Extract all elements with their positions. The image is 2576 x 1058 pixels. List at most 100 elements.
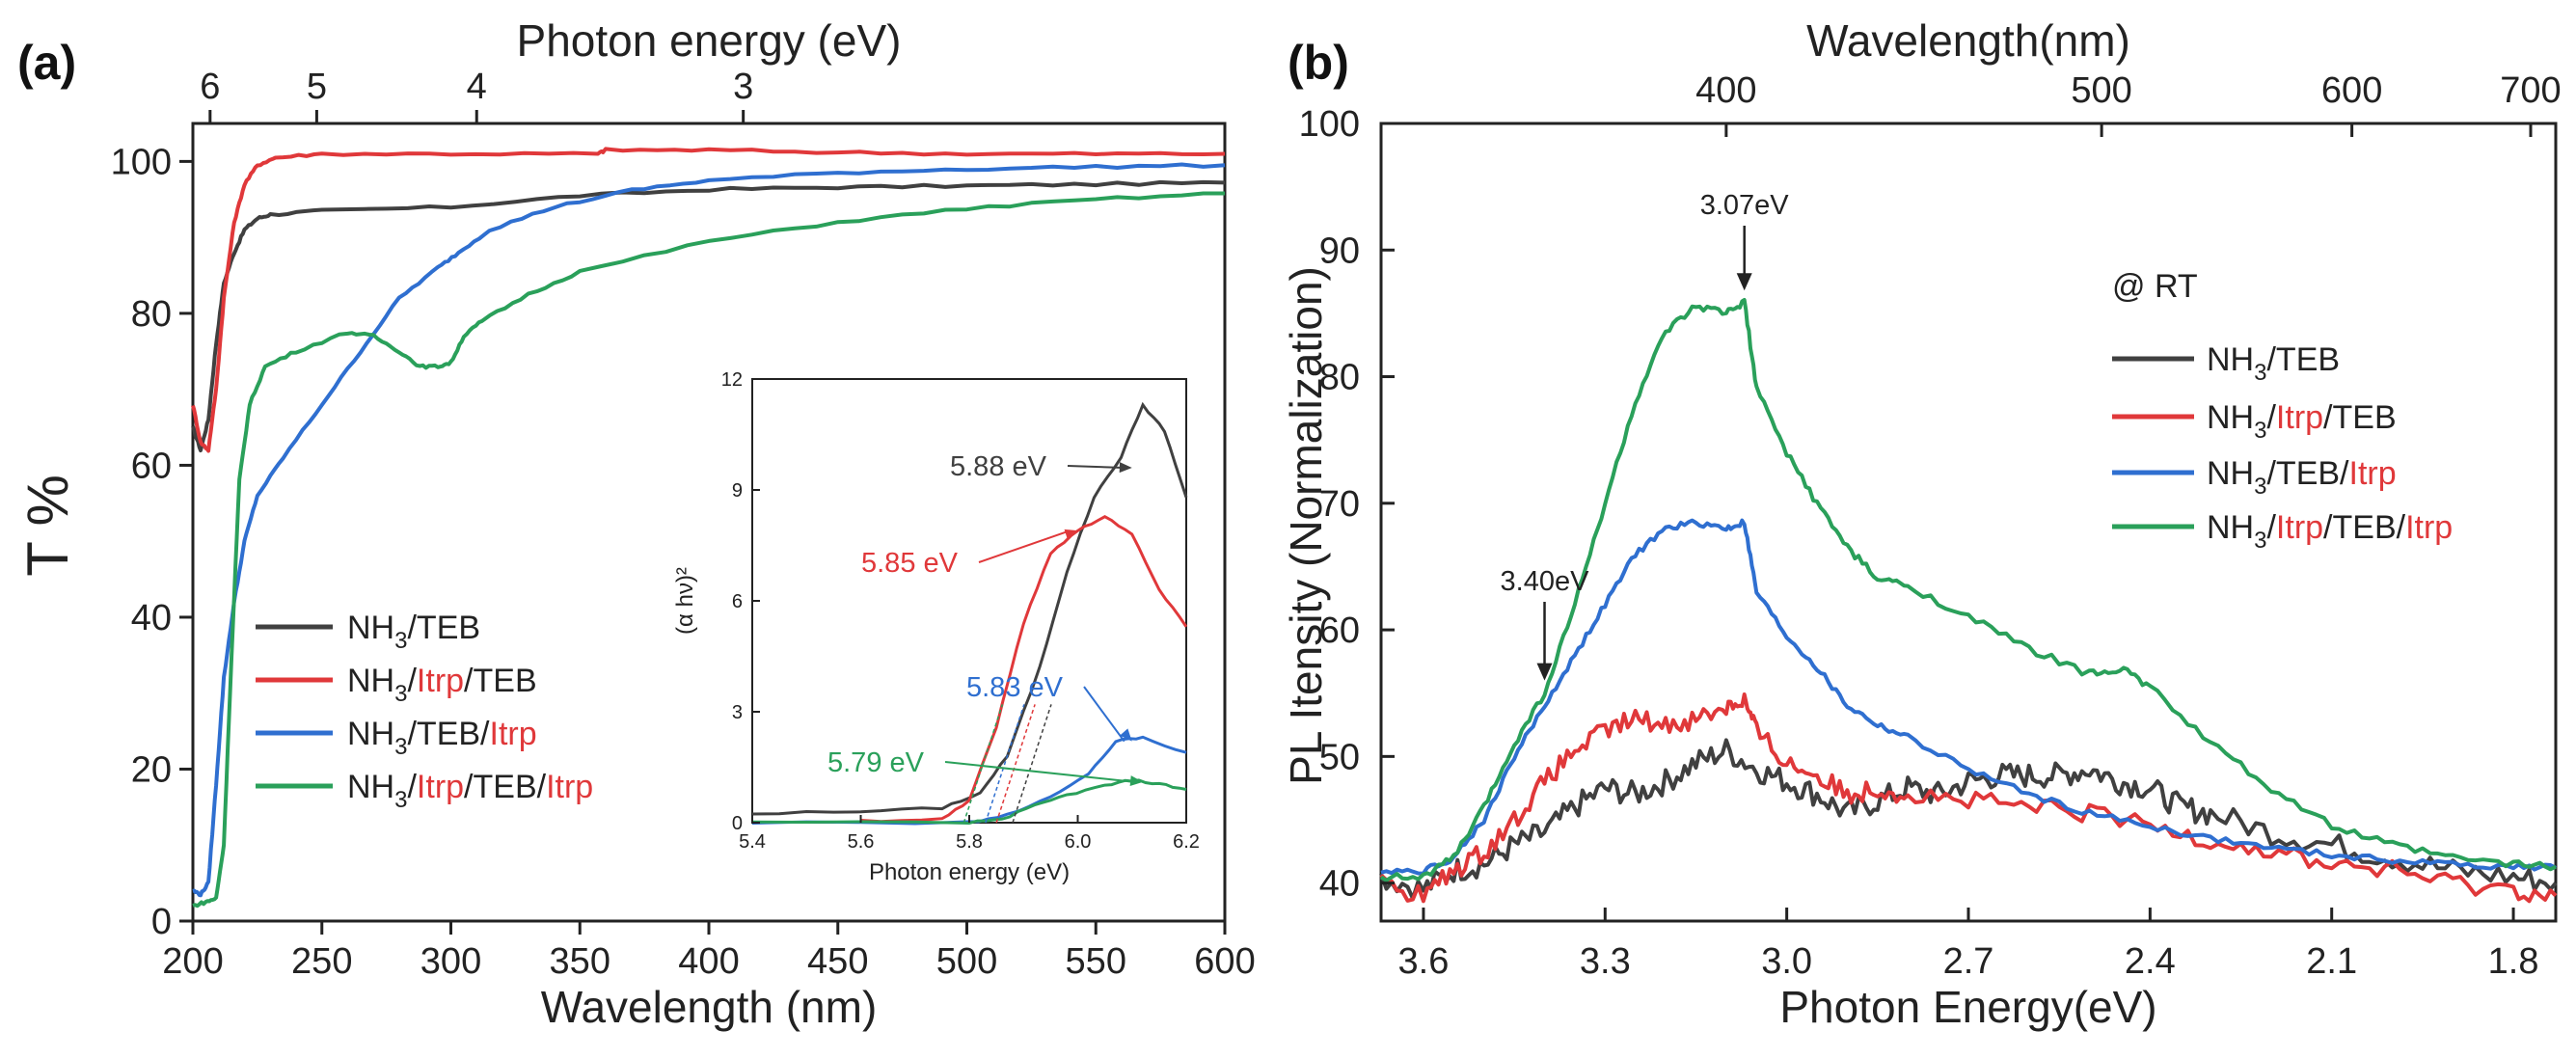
panel-a-series-line-4: [192, 191, 1225, 909]
panel-b-x-tick-label: 2.1: [2306, 941, 2357, 982]
panel-b-peak-label-1: 3.07eV: [1700, 190, 1790, 221]
panel-a-x-tick-label: 600: [1194, 941, 1255, 982]
inset-series-group: [751, 401, 1188, 826]
panel-b-peak-label-2: 3.40eV: [1501, 566, 1590, 597]
inset-x-tick-label: 5.4: [739, 831, 766, 853]
panel-b-x-tick-label: 3.0: [1761, 941, 1812, 982]
panel-a-x-tick-label: 350: [550, 941, 610, 982]
inset-gap-label-4: 5.79 eV: [827, 747, 925, 778]
panel-a-legend: NH3/TEB NH3/Itrp/TEB NH3/TEB/Itrp NH3/It…: [256, 610, 593, 813]
panel-b-y-tick-label: 100: [1299, 104, 1360, 145]
legend-a-label-1: NH3/TEB: [347, 610, 480, 654]
panel-b-label: (b): [1288, 36, 1349, 90]
legend-b-entry-1: NH3/TEB: [2112, 341, 2340, 386]
legend-a-entry-2: NH3/Itrp/TEB: [256, 663, 537, 707]
legend-a-entry-4: NH3/Itrp/TEB/Itrp: [256, 769, 593, 813]
panel-b-y-title: PL Itensity (Normalization): [1281, 266, 1331, 785]
inset-y-ticks: 0 3 6 9 12: [721, 369, 760, 834]
panel-b-series-line-2: [1379, 692, 2558, 904]
panel-b-peak-arrowhead-2: [1536, 663, 1553, 681]
panel-b-y-ticks: 40 50 60 70 80 90 100: [1299, 104, 1395, 905]
panel-b-top-tick-label: 500: [2071, 70, 2131, 111]
inset-gap-arrowhead-2: [1064, 529, 1078, 540]
panel-a-x-tick-label: 300: [420, 941, 481, 982]
panel-a-top-tick-label: 3: [733, 67, 753, 107]
panel-b-top-tick-label: 400: [1695, 70, 1756, 111]
inset-y-title: (α hν)²: [672, 567, 698, 635]
inset-gap-arrowhead-4: [1129, 775, 1143, 786]
inset-y-tick-label: 9: [732, 480, 743, 502]
panel-b-y-tick-label: 40: [1319, 864, 1360, 905]
inset-gap-label-2: 5.85 eV: [861, 548, 959, 579]
inset-gap-label-3: 5.83 eV: [966, 672, 1064, 703]
panel-b-x-tick-label: 2.7: [1943, 941, 1994, 982]
panel-a-y-tick-label: 40: [131, 598, 172, 638]
panel-a-top-tick-label: 6: [200, 67, 220, 107]
legend-a-entry-1: NH3/TEB: [256, 610, 480, 654]
panel-a-x-tick-label: 250: [291, 941, 352, 982]
inset-series-line-4: [751, 778, 1187, 826]
panel-a-x-title: Wavelength (nm): [541, 982, 878, 1032]
panel-b-y-tick-label: 70: [1319, 484, 1360, 525]
legend-b-label-3: NH3/TEB/Itrp: [2207, 455, 2397, 500]
inset-x-tick-label: 6.2: [1173, 831, 1200, 853]
inset-gap-arrow-2: [978, 529, 1071, 563]
panel-a-y-tick-label: 20: [131, 749, 172, 790]
legend-a-label-3: NH3/TEB/Itrp: [347, 716, 537, 760]
panel-b-y-tick-label: 90: [1319, 231, 1360, 271]
inset-gap-arrowhead-1: [1119, 462, 1132, 474]
panel-b-x-tick-label: 3.3: [1580, 941, 1631, 982]
panel-a-x-tick-label: 450: [807, 941, 868, 982]
panel-b-series-line-3: [1380, 518, 2557, 876]
inset-gap-arrow-4: [944, 761, 1136, 783]
inset-y-tick-label: 3: [732, 702, 743, 723]
inset-gap-arrow-1: [1067, 465, 1125, 469]
inset-x-title: Photon energy (eV): [869, 859, 1070, 885]
panel-b-series-line-4: [1379, 298, 2557, 882]
panel-a-y-tick-label: 0: [151, 902, 172, 942]
inset-tangent-2: [995, 704, 1036, 824]
panel-a-y-title: T %: [15, 475, 80, 577]
panel-b-top-tick-label: 600: [2321, 70, 2382, 111]
panel-b-y-tick-label: 50: [1319, 737, 1360, 777]
inset-gap-label-1: 5.88 eV: [950, 451, 1047, 482]
panel-a-x-ticks: 200 250 300 350 400 450 500 550 600: [162, 921, 1256, 982]
panel-b-chart: 3.6 3.3 3.0 2.7 2.4 2.1 1.8 40 50 60 70 80 90 100 40…: [1281, 15, 2562, 1032]
panel-b-peak-arrowhead-1: [1736, 273, 1752, 291]
panel-b-top-title: Wavelength(nm): [1806, 15, 2130, 66]
panel-a-top-ticks: 6 5 4 3: [200, 67, 753, 123]
panel-b-y-tick-label: 80: [1319, 358, 1360, 398]
panel-a-series-line-3: [192, 162, 1226, 898]
legend-a-label-2: NH3/Itrp/TEB: [347, 663, 537, 707]
legend-b-entry-2: NH3/Itrp/TEB: [2112, 399, 2397, 444]
panel-a-y-tick-label: 80: [131, 294, 172, 335]
inset-y-tick-label: 12: [721, 369, 743, 391]
panel-b-top-tick-label: 700: [2500, 70, 2561, 111]
panel-b-top-ticks: 400 500 600 700: [1695, 70, 2562, 137]
panel-a-y-ticks: 0 20 40 60 80 100: [111, 142, 193, 942]
panel-a-x-tick-label: 550: [1066, 941, 1126, 982]
panel-a-series-line-2: [191, 147, 1226, 453]
inset-x-ticks: 5.4 5.6 5.8 6.0 6.2: [739, 815, 1200, 853]
inset-x-tick-label: 5.8: [956, 831, 983, 853]
legend-a-label-4: NH3/Itrp/TEB/Itrp: [347, 769, 593, 813]
panel-b-legend: NH3/TEB NH3/Itrp/TEB NH3/TEB/Itrp NH3/It…: [2112, 341, 2453, 554]
inset-x-tick-label: 5.6: [848, 831, 875, 853]
inset-x-tick-label: 6.0: [1065, 831, 1092, 853]
inset-gap-arrowhead-3: [1120, 728, 1132, 742]
legend-b-label-4: NH3/Itrp/TEB/Itrp: [2207, 509, 2453, 554]
panel-b-x-tick-label: 1.8: [2488, 941, 2539, 982]
panel-b-note: @ RT: [2112, 268, 2198, 305]
legend-b-label-2: NH3/Itrp/TEB: [2207, 399, 2397, 444]
panel-a-x-tick-label: 200: [162, 941, 223, 982]
panel-a-top-tick-label: 5: [307, 67, 327, 107]
panel-a-top-title: Photon energy (eV): [517, 15, 902, 66]
inset-series-line-2: [860, 514, 1188, 824]
panel-a-x-tick-label: 500: [936, 941, 997, 982]
inset-frame: [751, 378, 1187, 824]
panel-a-x-tick-label: 400: [678, 941, 739, 982]
inset-tangent-4: [963, 704, 1004, 824]
legend-a-entry-3: NH3/TEB/Itrp: [256, 716, 537, 760]
